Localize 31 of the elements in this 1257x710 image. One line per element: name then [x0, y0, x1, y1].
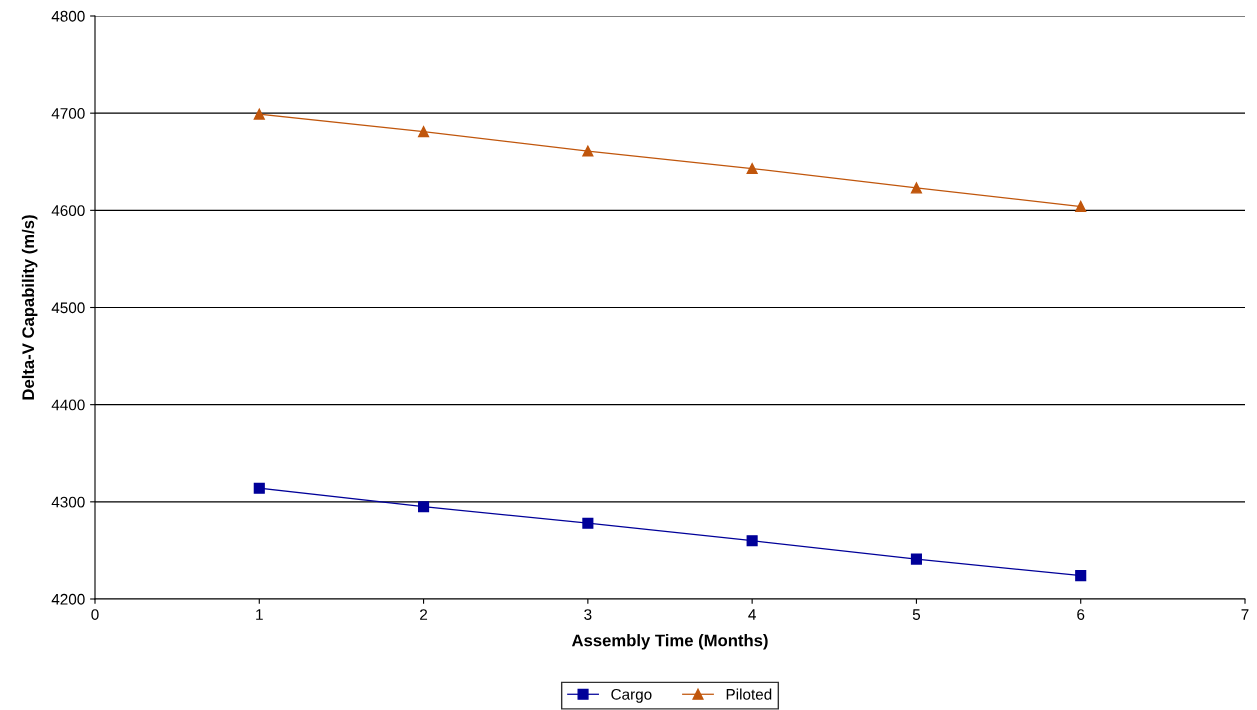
x-tick-label: 3 [584, 609, 592, 620]
y-tick-label: 4600 [51, 205, 85, 217]
point [746, 162, 758, 175]
point [418, 126, 430, 138]
x-tick-label: 5 [912, 609, 921, 620]
point [1075, 570, 1087, 582]
point [1075, 200, 1087, 213]
legend-label: Cargo [611, 688, 652, 703]
legend-label: Piloted [726, 688, 772, 700]
point [582, 145, 594, 157]
x-tick-label: 4 [748, 609, 756, 620]
x-tick-label: 0 [91, 609, 99, 620]
point [910, 182, 922, 194]
point [253, 108, 265, 120]
point [910, 553, 922, 565]
y-tick-label: 4400 [51, 399, 85, 411]
point [746, 535, 758, 547]
y-tick-label: 4300 [51, 496, 85, 508]
point [418, 501, 430, 513]
x-axis-title: Assembly Time (Months) [571, 634, 768, 650]
y-tick-label: 4500 [51, 302, 85, 314]
x-tick-label: 6 [1077, 609, 1085, 620]
x-tick-label: 1 [256, 609, 263, 620]
x-tick-label: 7 [1241, 609, 1249, 620]
point [253, 482, 265, 494]
x-tick-label: 2 [420, 609, 428, 620]
y-tick-label: 4200 [51, 593, 85, 605]
y-axis-title: Delta-V Capability (m/s) [21, 215, 38, 400]
y-tick-label: 4800 [51, 10, 85, 22]
y-tick-label: 4700 [51, 108, 85, 119]
point [582, 517, 594, 529]
